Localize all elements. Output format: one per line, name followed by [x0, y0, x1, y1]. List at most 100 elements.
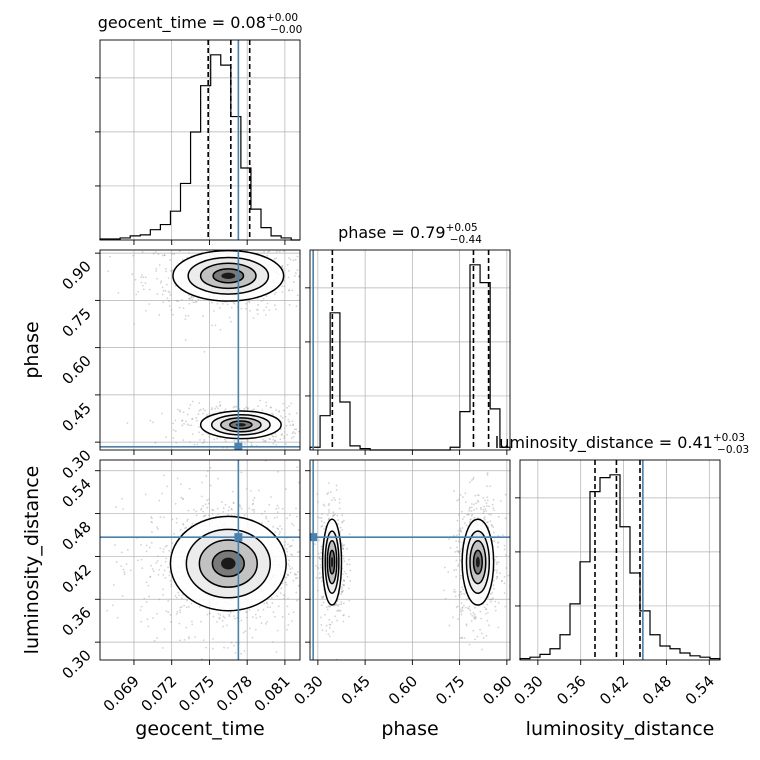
- scatter-point: [140, 274, 143, 276]
- scatter-point: [306, 292, 308, 294]
- scatter-point: [343, 560, 346, 563]
- scatter-point: [298, 481, 300, 484]
- scatter-point: [301, 259, 303, 261]
- scatter-point: [282, 409, 285, 412]
- scatter-point: [292, 423, 295, 426]
- scatter-point: [457, 563, 460, 566]
- scatter-point: [194, 636, 196, 638]
- scatter-point: [165, 610, 168, 613]
- scatter-point: [278, 250, 281, 253]
- scatter-point: [337, 609, 340, 611]
- scatter-point: [198, 402, 201, 405]
- scatter-point: [338, 498, 341, 501]
- scatter-point: [302, 561, 304, 563]
- scatter-point: [275, 650, 278, 653]
- scatter-point: [197, 413, 200, 415]
- scatter-point: [470, 518, 472, 520]
- scatter-point: [285, 547, 288, 550]
- scatter-point: [341, 521, 343, 524]
- scatter-point: [460, 613, 463, 616]
- scatter-point: [251, 508, 254, 511]
- scatter-point: [499, 572, 501, 574]
- scatter-point: [157, 555, 159, 558]
- scatter-point: [253, 511, 255, 513]
- scatter-point: [320, 551, 323, 554]
- scatter-point: [175, 441, 178, 444]
- scatter-point: [343, 570, 346, 573]
- scatter-point: [449, 547, 452, 549]
- scatter-point: [155, 267, 158, 270]
- scatter-point: [218, 235, 220, 237]
- scatter-point: [308, 561, 310, 563]
- scatter-point: [459, 530, 462, 532]
- scatter-point: [295, 412, 298, 415]
- scatter-point: [340, 590, 343, 593]
- scatter-point: [455, 559, 458, 562]
- scatter-point: [227, 509, 230, 512]
- title-minus: −0.44: [450, 234, 482, 246]
- scatter-point: [473, 616, 476, 619]
- scatter-point: [337, 605, 339, 607]
- scatter-point: [161, 492, 163, 495]
- scatter-point: [163, 247, 165, 249]
- scatter-point: [316, 566, 319, 569]
- scatter-point: [491, 525, 493, 527]
- scatter-point: [243, 408, 246, 410]
- scatter-point: [303, 571, 305, 573]
- scatter-point: [292, 424, 294, 427]
- scatter-point: [262, 297, 265, 300]
- scatter-point: [204, 503, 207, 506]
- scatter-point: [494, 600, 497, 603]
- scatter-point: [191, 522, 194, 525]
- scatter-point: [144, 282, 147, 284]
- scatter-point: [320, 548, 323, 551]
- scatter-point: [317, 516, 319, 519]
- scatter-point: [306, 588, 308, 590]
- scatter-point: [232, 248, 234, 250]
- scatter-point: [150, 517, 153, 520]
- scatter-point: [339, 526, 342, 529]
- scatter-point: [216, 507, 219, 510]
- scatter-point: [458, 594, 460, 596]
- scatter-point: [320, 576, 323, 579]
- scatter-point: [271, 412, 273, 415]
- scatter-point: [328, 618, 331, 621]
- scatter-point: [321, 282, 323, 284]
- scatter-point: [287, 418, 290, 421]
- scatter-point: [268, 437, 271, 440]
- scatter-point: [265, 306, 268, 309]
- scatter-point: [168, 305, 171, 307]
- density-level: [221, 272, 236, 279]
- scatter-point: [134, 278, 137, 281]
- contour-line: [328, 549, 336, 575]
- scatter-point: [212, 637, 215, 640]
- scatter-point: [348, 615, 350, 618]
- scatter-point: [290, 402, 293, 405]
- scatter-point: [286, 246, 288, 248]
- scatter-point: [291, 289, 294, 292]
- contour-line: [212, 268, 245, 284]
- scatter-point: [211, 407, 213, 409]
- scatter-point: [275, 308, 277, 311]
- scatter-point: [191, 400, 194, 403]
- scatter-point: [232, 502, 235, 505]
- scatter-point: [157, 573, 160, 576]
- scatter-point: [222, 625, 224, 628]
- scatter-point: [459, 591, 461, 594]
- scatter-point: [468, 506, 471, 509]
- scatter-point: [207, 498, 210, 501]
- scatter-point: [140, 558, 143, 561]
- scatter-point: [342, 620, 345, 623]
- contour-line: [169, 515, 287, 612]
- scatter-point: [473, 618, 476, 620]
- x-tick-label: 0.078: [213, 672, 256, 715]
- panel-frame: [99, 249, 301, 451]
- scatter-point: [492, 498, 495, 501]
- scatter-point: [123, 573, 126, 575]
- scatter-point: [295, 591, 298, 594]
- scatter-point: [461, 609, 464, 612]
- scatter-point: [166, 544, 168, 547]
- scatter-point: [202, 639, 205, 642]
- scatter-point: [217, 477, 219, 480]
- scatter-point: [171, 253, 173, 256]
